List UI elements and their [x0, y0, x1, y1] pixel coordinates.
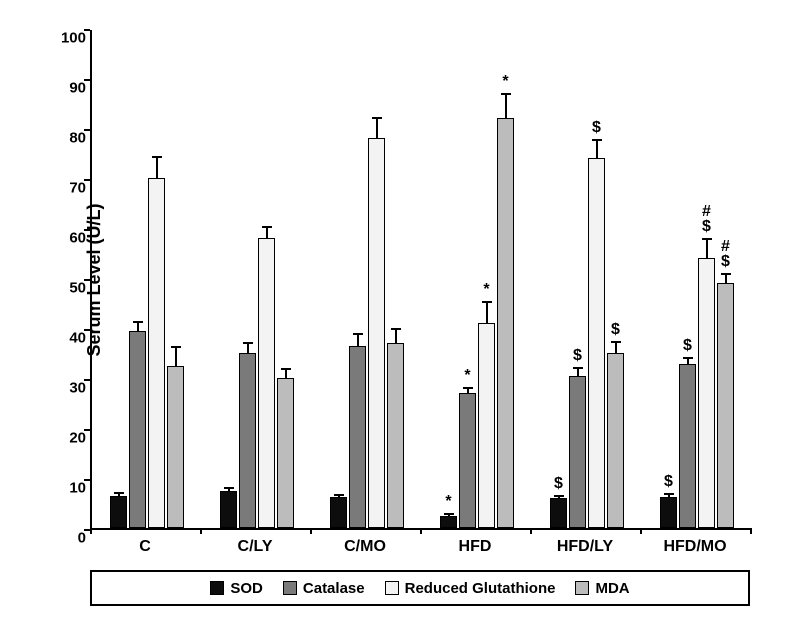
chart-container: Serum Level (U/L) 0102030405060708090100…: [0, 0, 787, 624]
significance-marker: #: [702, 204, 711, 221]
bar: [110, 496, 127, 529]
bar: [330, 497, 347, 528]
significance-marker: $: [664, 474, 673, 491]
legend-swatch: [385, 581, 399, 595]
x-category-label: C: [139, 538, 151, 556]
bar: [277, 378, 294, 528]
bar: [607, 353, 624, 528]
significance-marker: #: [721, 239, 730, 256]
bar: [717, 283, 734, 528]
plot-area: ****$$$$$$$#$#: [90, 30, 750, 530]
x-category-label: C/MO: [344, 538, 386, 556]
bar: [550, 498, 567, 528]
significance-marker: $: [554, 476, 563, 493]
legend-label: SOD: [230, 580, 263, 597]
bar: [588, 158, 605, 528]
bar: [440, 516, 457, 529]
y-tick-label: 70: [54, 180, 86, 197]
significance-marker: *: [502, 74, 508, 91]
bar: [497, 118, 514, 528]
legend-item: Reduced Glutathione: [385, 580, 556, 597]
x-category-label: HFD/MO: [663, 538, 726, 556]
significance-marker: $: [573, 348, 582, 365]
bar: [459, 393, 476, 528]
significance-marker: $: [702, 219, 711, 236]
bar: [148, 178, 165, 528]
legend: SOD Catalase Reduced Glutathione MDA: [90, 570, 750, 606]
y-tick-label: 10: [54, 480, 86, 497]
significance-marker: $: [592, 120, 601, 137]
legend-item: MDA: [575, 580, 629, 597]
legend-swatch: [210, 581, 224, 595]
bar: [698, 258, 715, 528]
bar: [129, 331, 146, 529]
y-tick-label: 50: [54, 280, 86, 297]
significance-marker: *: [464, 368, 470, 385]
x-tick-mark: [420, 528, 422, 534]
x-tick-mark: [90, 528, 92, 534]
y-tick-label: 40: [54, 330, 86, 347]
bar: [349, 346, 366, 529]
x-tick-mark: [750, 528, 752, 534]
y-tick-label: 60: [54, 230, 86, 247]
significance-marker: *: [483, 282, 489, 299]
significance-marker: $: [611, 322, 620, 339]
bar: [387, 343, 404, 528]
legend-item: SOD: [210, 580, 263, 597]
bar: [679, 364, 696, 528]
y-tick-label: 0: [54, 530, 86, 547]
bar: [258, 238, 275, 528]
legend-swatch: [283, 581, 297, 595]
bar: [167, 366, 184, 529]
x-tick-mark: [530, 528, 532, 534]
y-tick-label: 80: [54, 130, 86, 147]
bar: [368, 138, 385, 528]
plot-inner: ****$$$$$$$#$#: [92, 30, 750, 528]
x-category-label: C/LY: [238, 538, 273, 556]
y-tick-label: 90: [54, 80, 86, 97]
y-tick-label: 30: [54, 380, 86, 397]
y-tick-label: 100: [54, 30, 86, 47]
legend-label: Reduced Glutathione: [405, 580, 556, 597]
bar: [569, 376, 586, 529]
significance-marker: $: [683, 338, 692, 355]
legend-label: Catalase: [303, 580, 365, 597]
significance-marker: *: [445, 494, 451, 511]
x-category-label: HFD/LY: [557, 538, 613, 556]
legend-swatch: [575, 581, 589, 595]
legend-label: MDA: [595, 580, 629, 597]
legend-item: Catalase: [283, 580, 365, 597]
x-tick-mark: [310, 528, 312, 534]
x-tick-mark: [200, 528, 202, 534]
y-tick-label: 20: [54, 430, 86, 447]
bar: [478, 323, 495, 528]
x-category-label: HFD: [459, 538, 492, 556]
bar: [660, 497, 677, 529]
significance-marker: $: [721, 254, 730, 271]
bar: [239, 353, 256, 528]
x-tick-mark: [640, 528, 642, 534]
bar: [220, 491, 237, 529]
